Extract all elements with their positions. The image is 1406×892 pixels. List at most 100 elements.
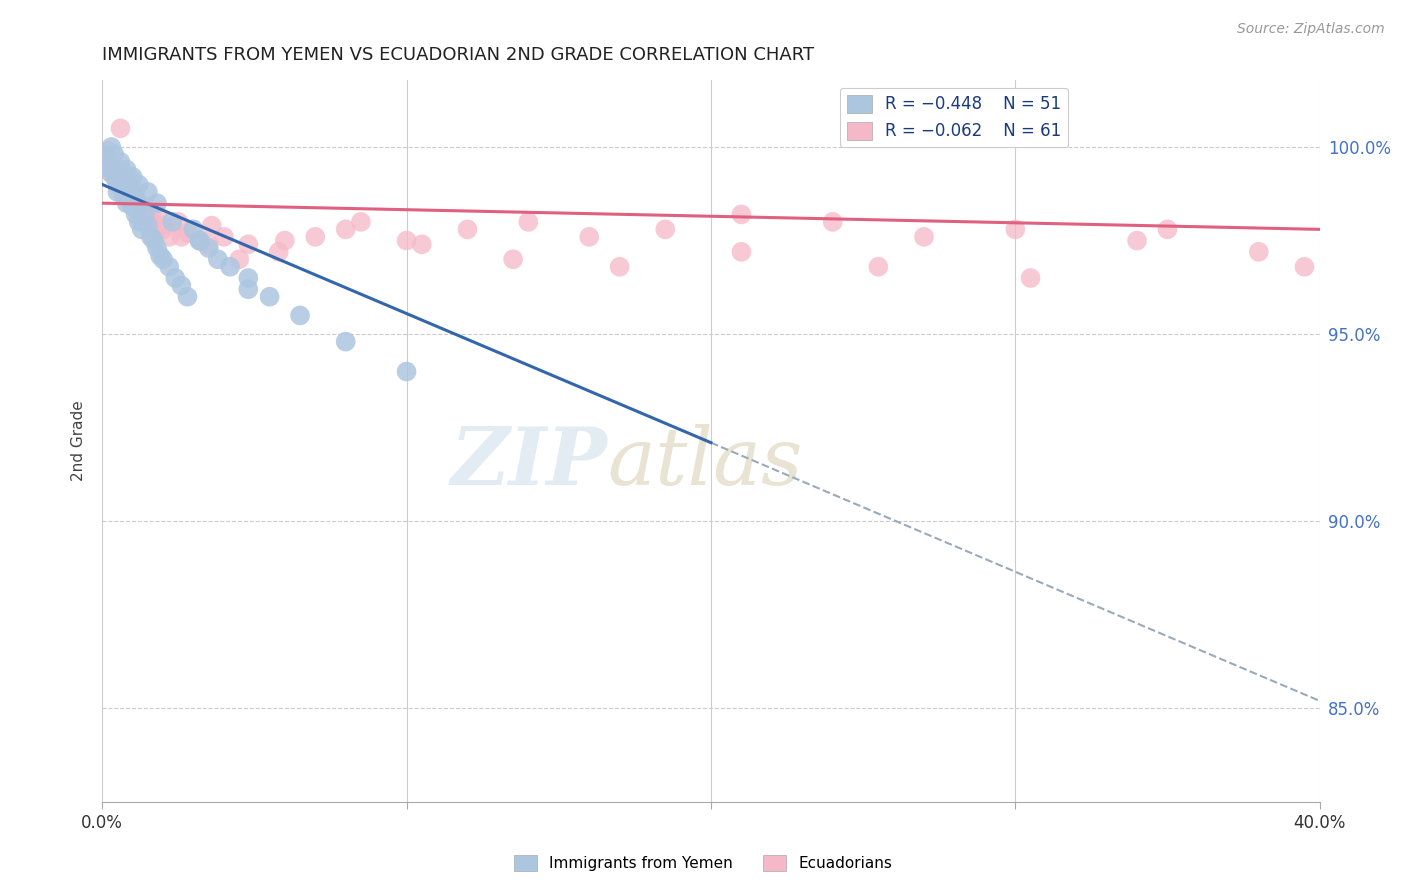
Point [110, 174, 132, 188]
Point [103, 162, 125, 177]
Point [188, 234, 211, 248]
Point [197, 241, 219, 255]
Point [912, 230, 935, 244]
Point [152, 219, 174, 233]
Point [274, 234, 297, 248]
Point [350, 215, 373, 229]
Point [121, 169, 143, 184]
Point [170, 278, 193, 293]
Point [1156, 222, 1178, 236]
Point [197, 237, 219, 252]
Point [160, 215, 183, 229]
Point [207, 252, 229, 267]
Point [238, 237, 260, 252]
Text: IMMIGRANTS FROM YEMEN VS ECUADORIAN 2ND GRADE CORRELATION CHART: IMMIGRANTS FROM YEMEN VS ECUADORIAN 2ND … [103, 46, 814, 64]
Point [131, 222, 153, 236]
Point [125, 188, 148, 202]
Point [142, 234, 165, 248]
Point [609, 260, 631, 274]
Point [1126, 234, 1149, 248]
Point [228, 252, 250, 267]
Point [259, 290, 281, 304]
Point [1294, 260, 1316, 274]
Point [335, 222, 357, 236]
Point [136, 185, 159, 199]
Point [112, 185, 135, 199]
Point [128, 200, 150, 214]
Point [188, 234, 211, 248]
Point [121, 200, 143, 214]
Point [128, 196, 150, 211]
Point [136, 211, 159, 226]
Point [103, 169, 125, 184]
Point [152, 222, 174, 236]
Point [654, 222, 676, 236]
Point [183, 222, 205, 236]
Point [139, 230, 162, 244]
Point [131, 203, 153, 218]
Point [170, 230, 193, 244]
Point [157, 230, 180, 244]
Point [1004, 222, 1026, 236]
Point [502, 252, 524, 267]
Point [97, 159, 120, 173]
Point [146, 241, 169, 255]
Point [107, 174, 129, 188]
Text: Source: ZipAtlas.com: Source: ZipAtlas.com [1237, 22, 1385, 37]
Point [821, 215, 844, 229]
Point [165, 271, 187, 285]
Point [107, 178, 129, 192]
Point [110, 121, 132, 136]
Point [304, 230, 326, 244]
Point [578, 230, 600, 244]
Point [121, 185, 143, 199]
Point [167, 215, 190, 229]
Point [121, 181, 143, 195]
Point [136, 219, 159, 233]
Point [139, 207, 162, 221]
Point [730, 207, 752, 221]
Point [456, 222, 478, 236]
Legend: R = −0.448    N = 51, R = −0.062    N = 61: R = −0.448 N = 51, R = −0.062 N = 61 [839, 88, 1067, 147]
Point [335, 334, 357, 349]
Point [115, 185, 138, 199]
Point [112, 188, 135, 202]
Point [176, 290, 198, 304]
Point [125, 207, 148, 221]
Point [115, 196, 138, 211]
Point [219, 260, 242, 274]
Point [238, 271, 260, 285]
Point [188, 234, 211, 248]
Point [110, 178, 132, 192]
Point [146, 207, 169, 221]
Point [118, 193, 141, 207]
Point [118, 169, 141, 184]
Point [107, 174, 129, 188]
Point [142, 226, 165, 240]
Point [103, 147, 125, 161]
Point [115, 193, 138, 207]
Point [100, 166, 122, 180]
Point [395, 365, 418, 379]
Point [94, 147, 117, 161]
Point [868, 260, 890, 274]
Point [128, 178, 150, 192]
Point [112, 166, 135, 180]
Text: ZIP: ZIP [450, 424, 607, 501]
Point [125, 193, 148, 207]
Text: atlas: atlas [607, 424, 803, 501]
Point [128, 215, 150, 229]
Point [115, 181, 138, 195]
Point [212, 230, 235, 244]
Point [115, 162, 138, 177]
Point [134, 200, 156, 214]
Point [107, 166, 129, 180]
Point [238, 282, 260, 296]
Point [201, 219, 224, 233]
Point [1019, 271, 1042, 285]
Point [267, 244, 290, 259]
Point [152, 252, 174, 267]
Point [176, 226, 198, 240]
Point [94, 151, 117, 165]
Point [134, 207, 156, 221]
